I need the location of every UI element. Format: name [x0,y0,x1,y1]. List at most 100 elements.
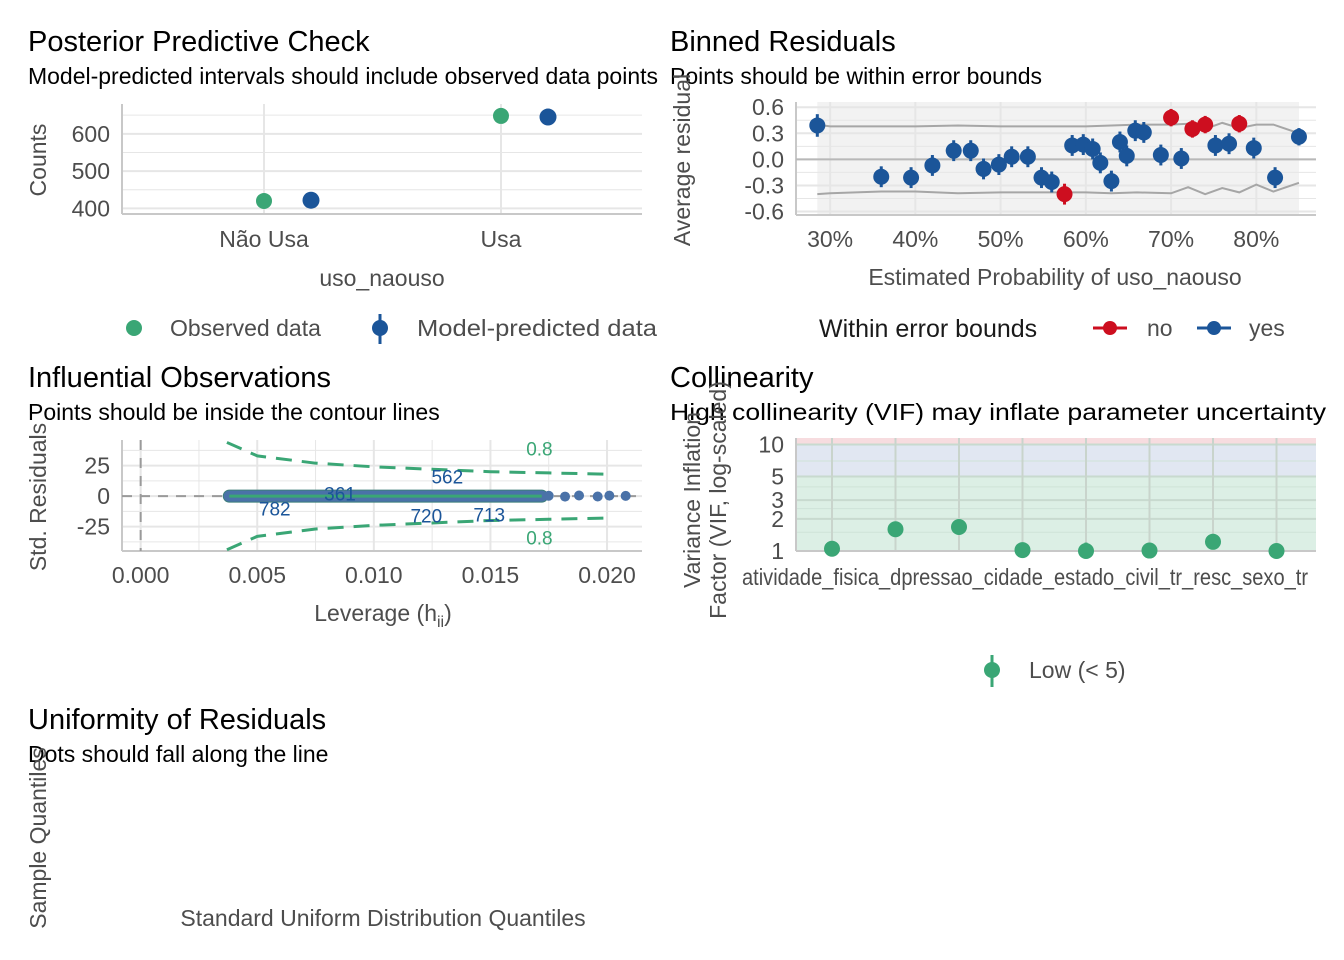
legend-observed-label: Observed data [170,315,321,341]
collinearity-y-tick-label: 1 [771,538,784,564]
binned-point [975,160,992,177]
collinearity-legend: Low (< 5) [984,655,1126,687]
binned-y-tick-label: 0.6 [752,94,784,120]
ppc-y-axis-title: Counts [25,124,51,197]
influential-panel: Influential Observations Points should b… [25,362,642,631]
ppc-x-tick-label: Usa [481,226,522,252]
legend-yes-marker [1207,321,1221,335]
binned-point [924,157,941,174]
uniformity-panel: Uniformity of Residuals Dots should fall… [25,704,586,931]
collinearity-point [887,521,904,538]
collinearity-marks [824,518,1285,559]
binned-point [1019,148,1036,165]
influential-y-tick-label: 25 [84,453,110,479]
influential-marks: 562 361 782 720 713 0.8 0.8 [222,440,631,552]
binned-subtitle: Points should be within error bounds [670,63,1042,89]
binned-point [903,169,920,186]
binned-legend: Within error bounds no yes [819,315,1285,343]
binned-panel: Binned Residuals Points should be within… [669,26,1316,343]
binned-point [962,142,979,159]
influential-x-tick-label: 0.020 [578,562,636,588]
binned-point [990,156,1007,173]
uniformity-x-axis-title: Standard Uniform Distribution Quantiles [180,905,585,931]
binned-point [1003,148,1020,165]
binned-point [1163,109,1180,126]
influential-y-axis-title: Std. Residuals [25,423,51,571]
binned-point [1056,186,1073,203]
legend-predicted-label: Model-predicted data [417,315,657,341]
binned-x-tick-label: 50% [978,226,1024,252]
influential-point-label: 782 [259,499,291,520]
collinearity-low-band [796,476,1316,551]
binned-y-tick-label: 0.0 [752,146,784,172]
legend-low-label: Low (< 5) [1029,657,1126,683]
binned-point [1173,150,1190,167]
influential-point [620,490,631,501]
influential-point-label: 562 [431,468,463,489]
influential-upper-contour [226,441,608,476]
binned-point [1290,128,1307,145]
binned-point [1043,173,1060,190]
binned-point [809,117,826,134]
influential-point [543,490,554,501]
binned-y-tick-label: 0.3 [752,120,784,146]
ppc-observed-point [256,192,272,209]
influential-x-tick-label: 0.000 [112,562,170,588]
uniformity-y-axis-title: Sample Quantiles [25,747,51,929]
binned-x-axis-title: Estimated Probability of uso_naouso [868,264,1241,290]
binned-point [1231,115,1248,132]
binned-legend-title: Within error bounds [819,315,1037,343]
influential-lower-contour [226,516,608,552]
binned-title: Binned Residuals [670,26,896,58]
collinearity-point [951,518,967,535]
ppc-x-axis-title: uso_naouso [319,265,444,291]
binned-x-tick-label: 70% [1148,226,1194,252]
influential-point [604,490,615,501]
binned-y-tick-label: -0.3 [744,172,784,198]
binned-point [1152,147,1169,164]
collinearity-y-tick-label: 2 [771,506,784,532]
binned-point [1207,137,1224,154]
ppc-legend: Observed data Model-predicted data [126,314,657,344]
legend-low-marker [984,662,1000,678]
ppc-plot-area [122,104,642,214]
binned-x-tick-label: 30% [807,226,853,252]
collinearity-bands [796,438,1316,551]
collinearity-point [1205,533,1221,550]
binned-lower-bound-line [817,181,1300,196]
binned-point [1103,173,1120,190]
binned-y-tick-label: -0.6 [744,199,784,225]
collinearity-high-band [796,438,1316,445]
legend-no-marker [1103,321,1117,335]
collinearity-point [1141,542,1158,559]
binned-point [873,168,890,185]
binned-point [1135,124,1152,141]
legend-observed-marker [126,320,142,336]
influential-point [560,491,571,502]
collinearity-point [1268,543,1285,559]
ppc-x-tick-label: Não Usa [219,226,309,252]
influential-x-tick-label: 0.015 [462,562,520,588]
legend-no-label: no [1147,315,1173,341]
influential-y-tick-label: 0 [97,483,110,509]
binned-point [1092,154,1109,171]
ppc-predicted-point [302,191,320,209]
ppc-title: Posterior Predictive Check [28,26,370,58]
binned-point [1118,147,1135,164]
legend-yes-label: yes [1249,315,1285,341]
ppc-y-tick-label: 400 [72,195,110,221]
ppc-y-tick-label: 500 [72,158,110,184]
binned-x-tick-label: 40% [892,226,938,252]
ppc-grid [121,104,642,215]
influential-point [592,491,603,502]
influential-x-axis-title-sub: ii [437,614,444,631]
binned-marks [809,108,1307,205]
influential-point-label: 713 [473,505,505,526]
binned-point [1111,133,1128,150]
binned-x-tick-label: 80% [1233,226,1279,252]
binned-ticks: 30% 40% 50% 60% 70% 80% -0.6-0.30.00.30.6 [744,94,1279,252]
binned-x-tick-label: 60% [1063,226,1109,252]
collinearity-point [1078,543,1094,559]
collinearity-point [1014,542,1031,559]
